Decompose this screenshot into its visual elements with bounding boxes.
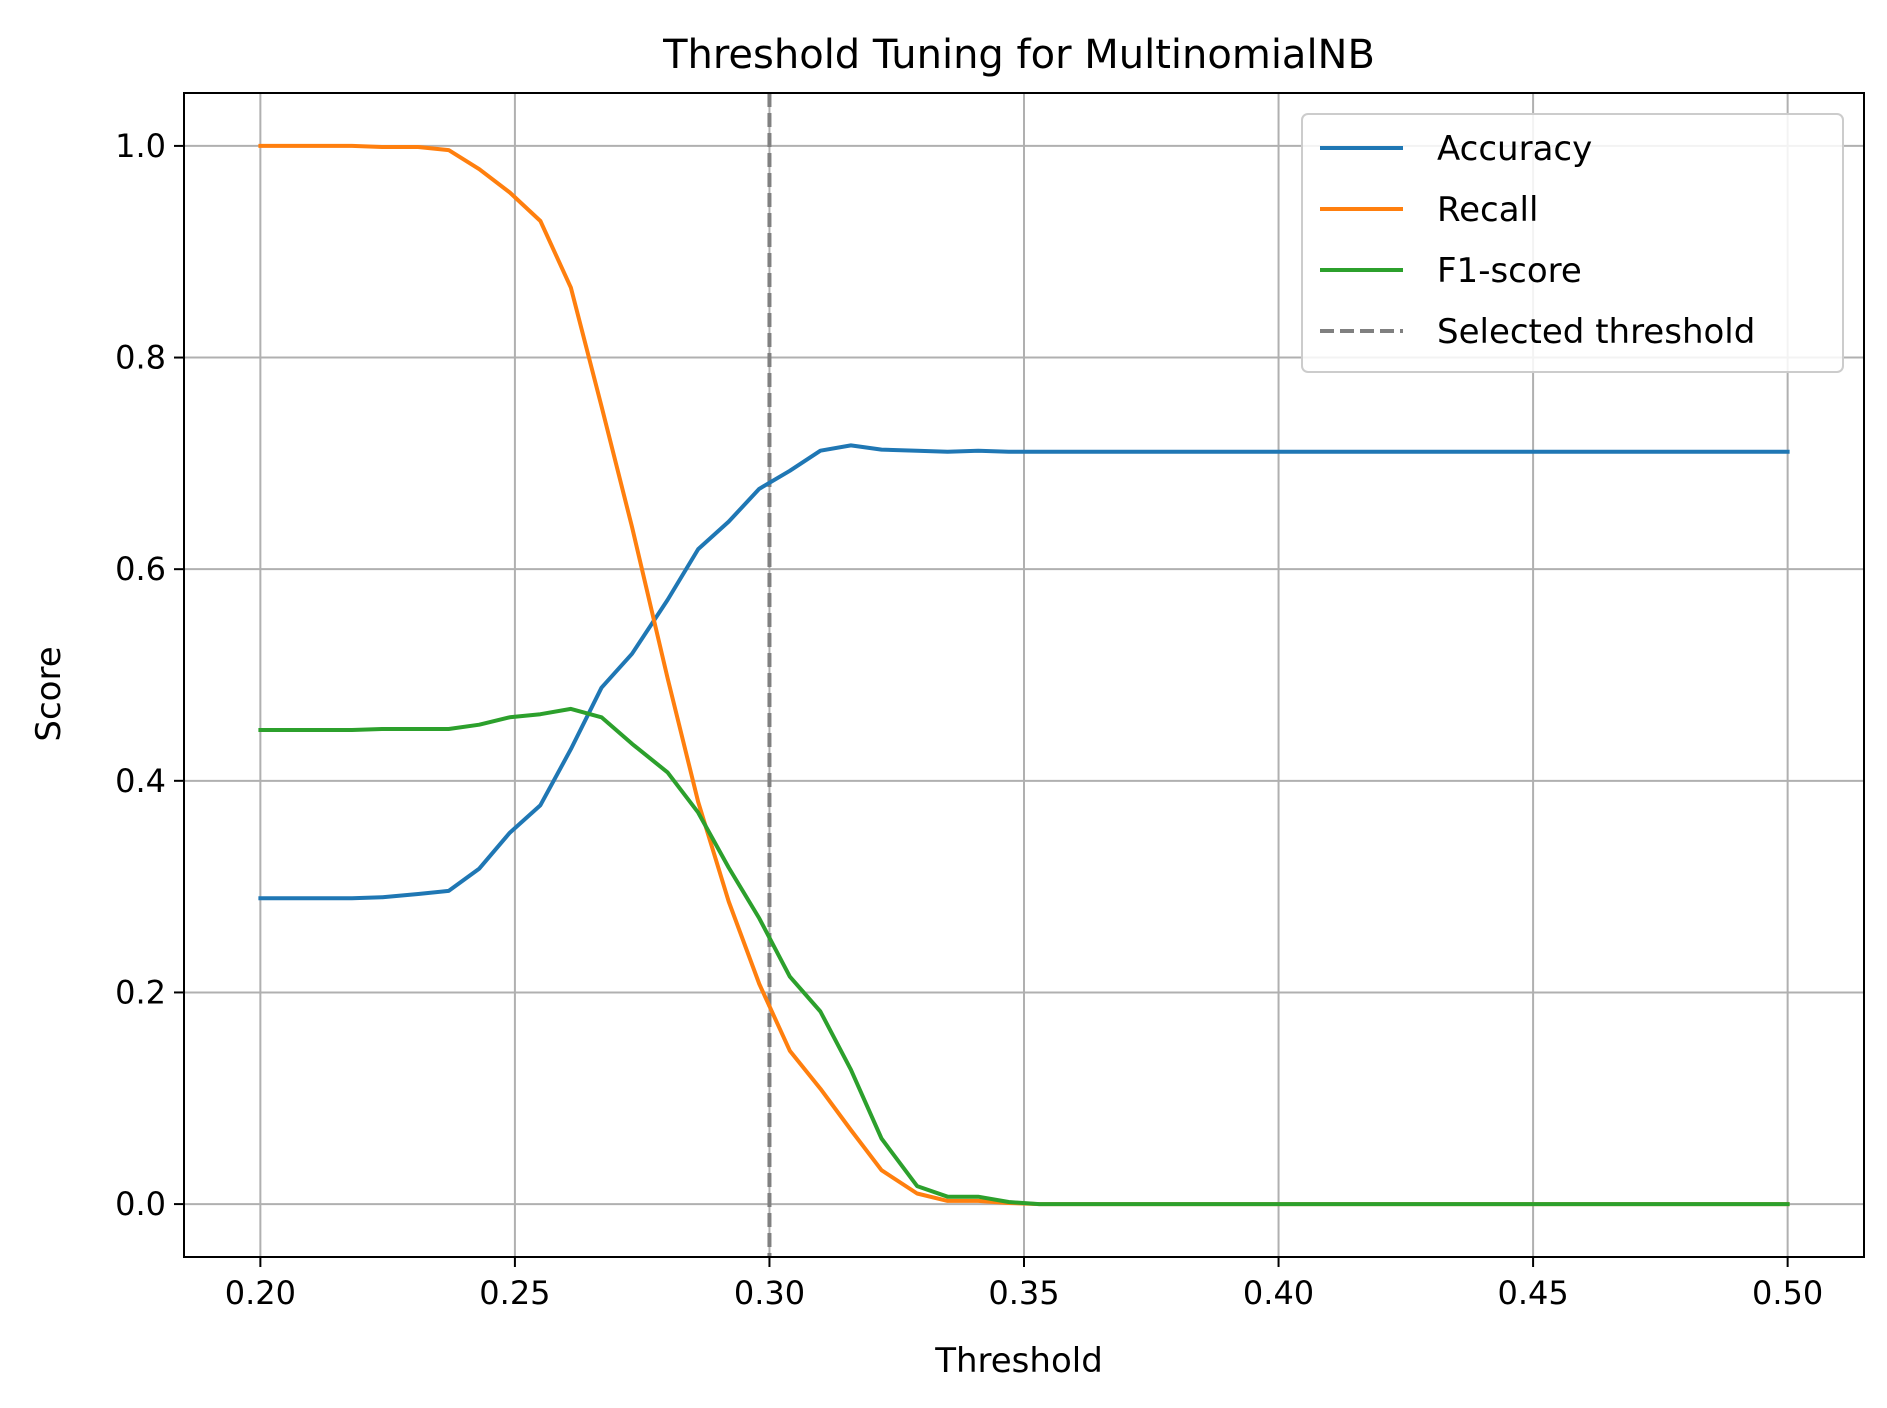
y-tick-label: 0.0 <box>115 1185 166 1223</box>
x-axis-label: Threshold <box>934 1341 1103 1381</box>
y-tick-label: 0.4 <box>115 762 166 800</box>
series-line-recall <box>258 143 1790 1207</box>
x-tick-label: 0.35 <box>988 1274 1059 1312</box>
legend-label-f1-score: F1-score <box>1437 251 1582 291</box>
x-tick-label: 0.25 <box>479 1274 550 1312</box>
series-lines <box>258 143 1790 1207</box>
series-line-f1-score <box>258 706 1790 1207</box>
legend-box <box>1301 113 1844 373</box>
legend-label-selected-threshold: Selected threshold <box>1437 312 1755 352</box>
y-tick-label: 0.2 <box>115 973 166 1011</box>
y-tick-label: 0.6 <box>115 550 166 588</box>
x-tick-label: 0.40 <box>1243 1274 1314 1312</box>
series-line-accuracy <box>258 443 1790 901</box>
chart-title: Threshold Tuning for MultinomialNB <box>662 32 1375 78</box>
y-axis-label: Score <box>29 646 69 741</box>
axis-ticks: 0.20 0.25 0.30 0.35 0.40 0.45 0.50 0.0 0.2 0.4 0.6… <box>115 127 1823 1312</box>
x-tick-label: 0.45 <box>1497 1274 1568 1312</box>
x-tick-label: 0.20 <box>225 1274 296 1312</box>
x-tick-label: 0.50 <box>1752 1274 1823 1312</box>
y-tick-label: 1.0 <box>115 127 166 165</box>
x-tick-label: 0.30 <box>734 1274 805 1312</box>
y-tick-label: 0.8 <box>115 339 166 377</box>
legend-label-recall: Recall <box>1437 190 1538 230</box>
legend-label-accuracy: Accuracy <box>1437 129 1592 169</box>
legend: Accuracy Recall F1-score Selected threshold <box>1301 113 1844 373</box>
